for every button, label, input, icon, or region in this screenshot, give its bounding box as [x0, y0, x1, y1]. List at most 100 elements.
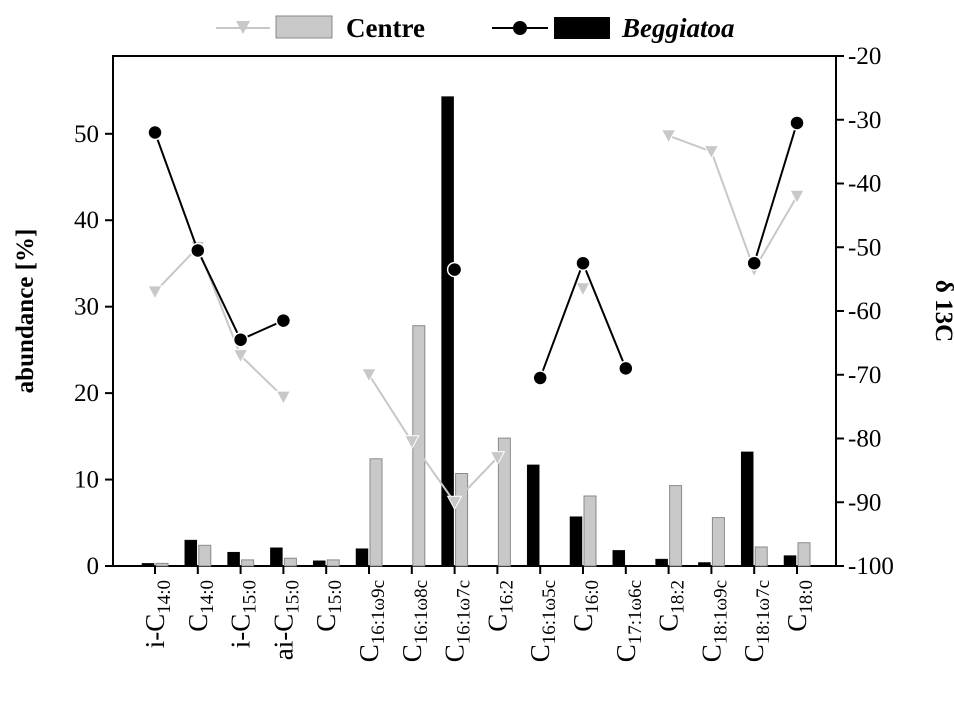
x-tick-label-main-7: C: [440, 644, 470, 662]
legend-centre-marker: [236, 21, 250, 34]
x-tick-label-9: C16:1ω5c: [525, 580, 560, 662]
x-tick-label-main-12: C: [654, 614, 684, 632]
y-left-tick-label-50: 50: [74, 121, 99, 148]
bar-beggiatoa-10: [569, 516, 583, 567]
y-left-tick-label-20: 20: [74, 380, 99, 407]
x-tick-label-4: C15:0: [311, 580, 346, 632]
point-centre-8: [489, 451, 506, 466]
bar-centre-12: [669, 485, 683, 567]
x-tick-label-sub-10: 16:0: [582, 580, 603, 614]
x-tick-label-sub-9: 16:1ω5c: [539, 580, 560, 644]
x-tick-label-main-10: C: [568, 614, 598, 632]
y-left-tick-label-40: 40: [74, 207, 99, 234]
line-centre-segment-3: [668, 134, 798, 272]
y-right-tick-label--60: -60: [848, 298, 881, 325]
x-tick-label-main-1: C: [183, 614, 213, 632]
y-axis-right-title: δ 13C: [930, 280, 954, 342]
y-axis-left-title: abundance [%]: [12, 229, 39, 394]
point-beggiatoa-14: [746, 255, 762, 271]
line-centre-segment-0: [154, 245, 285, 398]
x-tick-label-sub-14: 18:1ω7c: [753, 580, 774, 644]
bar-beggiatoa-1: [184, 539, 198, 567]
y-left-tick-label-0: 0: [87, 553, 100, 580]
x-tick-label-sub-1: 14:0: [197, 580, 218, 614]
x-tick-label-5: C16:1ω9c: [354, 580, 389, 662]
bar-beggiatoa-15: [783, 555, 797, 567]
line-beggiatoa-segment-0: [154, 132, 284, 341]
point-centre-10: [575, 282, 591, 297]
y-right-tick-label--80: -80: [848, 426, 881, 453]
x-tick-label-main-5: C: [354, 644, 384, 662]
y-right-tick-label--70: -70: [848, 362, 881, 389]
line-beggiatoa-segment-3: [753, 122, 798, 264]
point-beggiatoa-3: [275, 312, 292, 329]
x-tick-label-sub-6: 16:1ω8c: [411, 580, 432, 644]
y-right-tick-label--30: -30: [848, 107, 881, 134]
bar-centre-10: [583, 495, 597, 567]
bar-beggiatoa-13: [698, 562, 711, 567]
bar-beggiatoa-12: [655, 558, 668, 567]
point-centre-12: [660, 129, 677, 144]
x-tick-label-main-3: ai-C: [268, 614, 298, 661]
bar-centre-4: [326, 559, 340, 567]
bar-centre-13: [711, 517, 725, 567]
point-centre-0: [147, 285, 163, 300]
y-left-tick-label-30: 30: [74, 294, 99, 321]
bar-beggiatoa-2: [227, 551, 240, 567]
x-tick-label-sub-3: 15:0: [282, 580, 303, 614]
x-tick-label-sub-12: 18:2: [668, 580, 689, 614]
x-tick-label-6: C16:1ω8c: [397, 580, 432, 662]
x-tick-label-15: C18:0: [782, 580, 817, 632]
x-tick-label-sub-15: 18:0: [796, 580, 817, 614]
point-beggiatoa-2: [232, 331, 249, 348]
point-centre-2: [232, 349, 249, 364]
y-right-tick-label--50: -50: [848, 234, 881, 261]
x-tick-label-8: C16:2: [482, 580, 517, 632]
bar-centre-7: [455, 473, 469, 567]
plot-frame: [112, 55, 837, 567]
bar-centre-2: [241, 559, 255, 567]
legend-beggiatoa-label: Beggiatoa: [621, 13, 735, 43]
x-tick-label-sub-11: 17:1ω6c: [625, 580, 646, 644]
x-tick-label-14: C18:1ω7c: [739, 580, 774, 662]
point-beggiatoa-1: [190, 242, 206, 259]
line-beggiatoa-segment-2: [539, 260, 627, 379]
bar-centre-15: [797, 542, 811, 567]
y-right-tick-label--100: -100: [848, 553, 894, 580]
point-centre-6: [403, 435, 420, 450]
x-tick-label-main-15: C: [782, 614, 812, 632]
point-beggiatoa-9: [532, 370, 548, 386]
legend-centre-label: Centre: [346, 13, 425, 43]
x-tick-label-main-14: C: [739, 644, 769, 662]
x-tick-label-sub-7: 16:1ω7c: [454, 580, 475, 644]
point-centre-7: [446, 495, 463, 511]
legend-beggiatoa-marker: [513, 21, 527, 35]
x-tick-label-main-8: C: [482, 614, 512, 632]
bar-beggiatoa-5: [355, 548, 369, 567]
x-tick-label-0: i-C14:0: [140, 580, 175, 648]
y-right-tick-label--40: -40: [848, 171, 881, 198]
y-right-tick-label--90: -90: [848, 489, 881, 516]
x-tick-label-main-0: i-C: [140, 614, 170, 649]
bar-centre-14: [754, 546, 768, 567]
point-centre-3: [275, 390, 292, 406]
point-centre-5: [361, 368, 377, 383]
x-tick-label-sub-0: 14:0: [154, 580, 175, 614]
point-beggiatoa-0: [147, 124, 163, 141]
point-beggiatoa-7: [446, 261, 463, 278]
point-beggiatoa-11: [618, 360, 634, 377]
x-tick-label-main-13: C: [696, 644, 726, 662]
bar-centre-1: [198, 544, 212, 567]
bar-beggiatoa-7: [441, 96, 454, 567]
x-tick-label-3: ai-C15:0: [268, 580, 303, 660]
legend: Centre Beggiatoa: [216, 13, 735, 43]
y-axis-left: 0 10 20 30 40 50: [74, 121, 113, 580]
x-tick-label-12: C18:2: [654, 580, 689, 632]
bar-centre-3: [283, 557, 297, 567]
x-tick-label-13: C18:1ω9c: [696, 580, 731, 662]
bar-beggiatoa-9: [526, 464, 540, 567]
bar-centre-8: [497, 437, 511, 567]
x-tick-label-main-11: C: [611, 644, 641, 662]
x-tick-label-main-4: C: [311, 614, 341, 632]
